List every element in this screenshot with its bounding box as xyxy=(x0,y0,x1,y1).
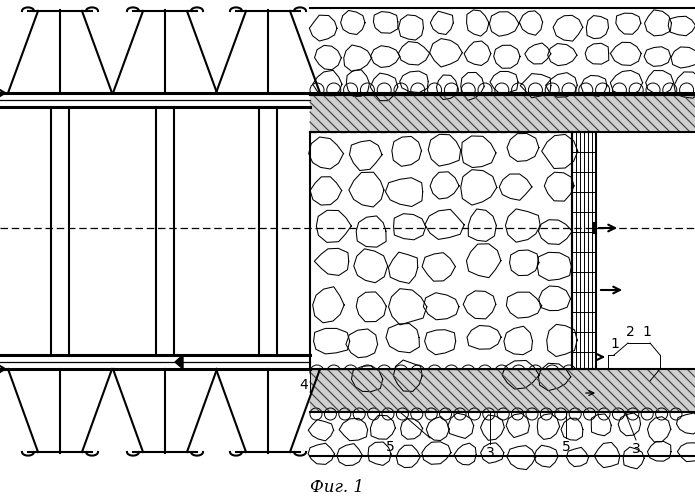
Text: 1: 1 xyxy=(642,325,651,339)
Polygon shape xyxy=(175,355,183,369)
Text: 5: 5 xyxy=(386,440,394,454)
Text: 3: 3 xyxy=(486,446,494,460)
Text: 1: 1 xyxy=(610,337,619,351)
Bar xyxy=(310,369,695,412)
Bar xyxy=(310,95,695,132)
Text: 5: 5 xyxy=(562,440,571,454)
Text: Фиг. 1: Фиг. 1 xyxy=(310,479,364,496)
Text: 3: 3 xyxy=(632,442,640,456)
Text: 4: 4 xyxy=(300,378,308,392)
Text: 2: 2 xyxy=(626,325,635,339)
